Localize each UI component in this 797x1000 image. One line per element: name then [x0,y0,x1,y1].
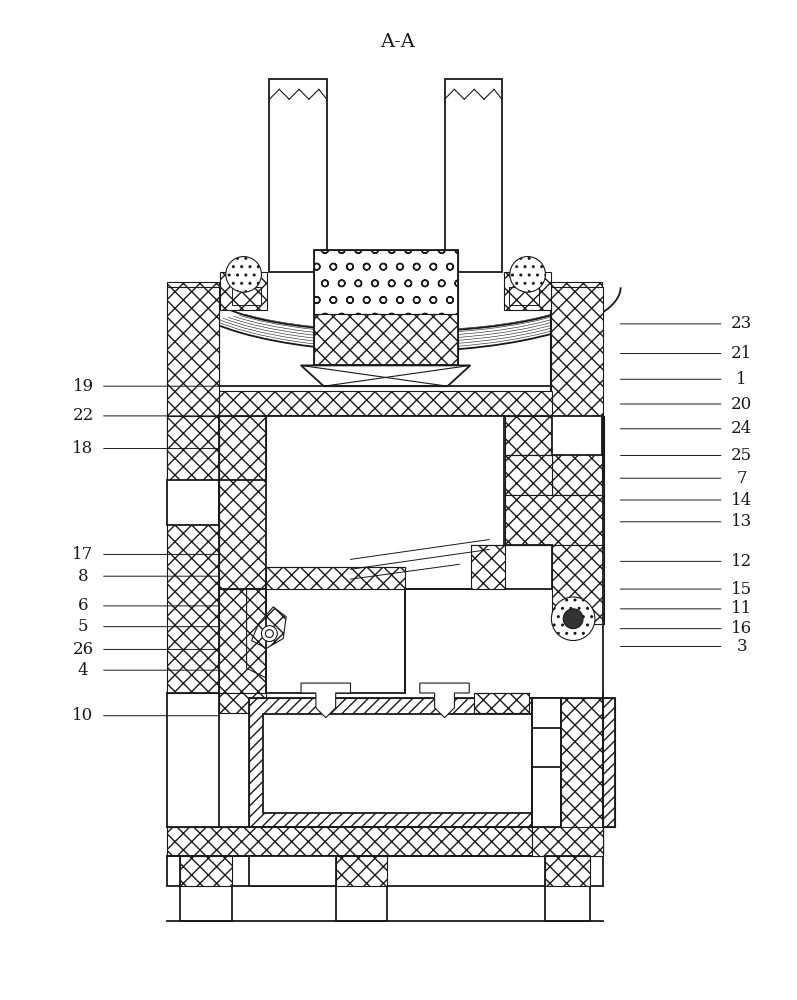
Text: 19: 19 [73,378,93,395]
Text: 13: 13 [731,513,752,530]
Bar [180,856,232,886]
Text: 3: 3 [736,638,747,655]
Bar [264,714,600,813]
Bar [219,416,266,589]
Bar [532,698,561,827]
Bar [314,314,458,365]
Bar [532,827,603,856]
Bar [552,416,602,495]
Bar [545,856,590,886]
Text: 10: 10 [73,707,94,724]
Bar [505,495,604,545]
Text: 12: 12 [731,553,752,570]
Circle shape [510,257,545,292]
Circle shape [265,630,273,638]
Bar [167,480,219,525]
Bar [167,856,603,886]
Bar [219,589,266,693]
Circle shape [563,609,583,629]
Bar [505,416,552,545]
Polygon shape [252,607,286,648]
Bar [314,250,458,365]
Bar [471,545,505,589]
Text: 1: 1 [736,371,747,388]
Text: 16: 16 [731,620,752,637]
Bar [445,79,502,272]
Bar [232,287,261,305]
Bar [505,416,552,455]
Text: 25: 25 [731,447,752,464]
Bar [249,698,614,827]
Text: 22: 22 [73,407,94,424]
Text: 15: 15 [731,581,752,598]
Text: 21: 21 [731,345,752,362]
Text: A-A: A-A [381,33,415,51]
Polygon shape [420,683,469,718]
Bar [266,567,405,589]
Bar [266,416,504,589]
Bar [551,282,602,480]
Circle shape [261,626,277,642]
Bar [336,856,387,886]
Bar [180,856,232,921]
Bar [249,698,614,827]
Text: 26: 26 [73,641,93,658]
Bar [219,693,266,713]
Bar [269,79,327,272]
Bar [474,693,528,713]
Bar [532,767,561,827]
Bar [505,455,552,495]
Bar [552,545,604,624]
Bar [532,728,561,797]
Text: 11: 11 [731,600,752,617]
Bar [167,282,219,480]
Bar [266,589,405,693]
Text: 8: 8 [78,568,88,585]
Bar [504,272,552,310]
Circle shape [226,257,261,292]
Polygon shape [301,365,470,386]
Polygon shape [167,287,219,480]
Bar [167,827,603,856]
Bar [314,250,458,314]
Text: 14: 14 [731,492,752,509]
Polygon shape [552,287,603,480]
Text: 24: 24 [731,420,752,437]
Bar [336,856,387,921]
Text: 4: 4 [78,662,88,679]
Bar [552,416,602,455]
Text: 7: 7 [736,470,747,487]
Bar [545,856,590,921]
Text: 18: 18 [73,440,94,457]
Circle shape [552,597,595,641]
Bar [508,287,539,305]
Polygon shape [246,589,306,678]
Text: 20: 20 [731,396,752,413]
Text: 6: 6 [78,597,88,614]
Bar [532,698,603,856]
Polygon shape [301,683,351,718]
Text: 23: 23 [731,315,752,332]
Text: 17: 17 [73,546,94,563]
Bar [167,416,219,693]
Text: 5: 5 [78,618,88,635]
Bar [249,856,336,886]
Bar [220,272,267,310]
Bar [219,391,552,416]
